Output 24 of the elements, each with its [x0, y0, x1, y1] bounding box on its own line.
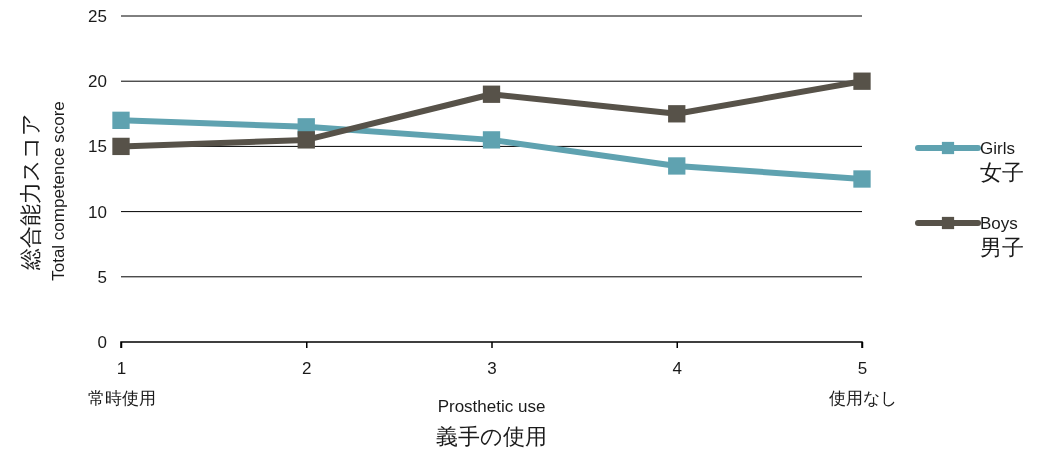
y-tick-label: 15	[88, 137, 107, 157]
point	[668, 157, 686, 175]
y-tick-label: 0	[97, 332, 107, 352]
point	[853, 170, 871, 188]
point	[482, 131, 501, 149]
point	[297, 131, 315, 149]
point	[112, 137, 130, 156]
point	[482, 85, 501, 103]
legend-label: Girls 女子	[980, 139, 1024, 185]
x-tick-label: 4	[672, 359, 682, 378]
x-tick-label: 1 常時使用	[87, 359, 156, 408]
y-tick-label: 20	[88, 72, 107, 92]
legend-label: Boys 男子	[980, 214, 1024, 260]
x-axis-title: Prosthetic use 義手の使用	[436, 397, 547, 449]
y-tick-label: 10	[88, 202, 107, 222]
x-tick-label: 2	[302, 359, 312, 378]
point	[668, 105, 686, 123]
point	[853, 72, 871, 90]
y-tick-label: 5	[97, 267, 107, 287]
x-tick-label: 5 使用なし	[828, 359, 897, 408]
point	[112, 111, 130, 129]
y-tick-label: 25	[88, 6, 107, 26]
y-axis-title: 総合能力スコア Total competence score	[18, 101, 68, 281]
x-tick-label: 3	[487, 359, 497, 378]
